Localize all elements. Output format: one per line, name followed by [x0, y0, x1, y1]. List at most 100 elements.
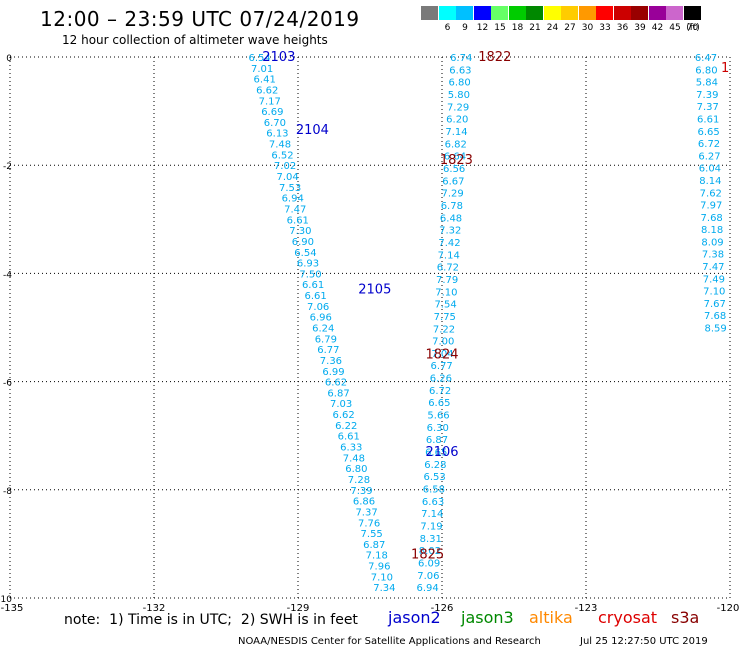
- swh-value: 7.14: [445, 127, 467, 138]
- swh-value: 6.80: [345, 464, 367, 475]
- swh-value: 6.65: [425, 448, 447, 459]
- lat-tick-label: 0: [6, 54, 12, 64]
- swh-value: 7.39: [350, 486, 372, 497]
- scale-label: 6: [444, 23, 451, 33]
- footer-note: note: 1) Time is in UTC; 2) SWH is in fe…: [64, 612, 358, 628]
- swh-value: 6.63: [422, 497, 444, 508]
- lon-tick-label: -120: [717, 603, 740, 614]
- swh-value: 6.61: [287, 215, 309, 226]
- lon-tick-label: -123: [575, 603, 598, 614]
- scale-swatch: [666, 6, 683, 20]
- scale-label: 39: [634, 23, 646, 33]
- lon-tick-label: -132: [143, 603, 166, 614]
- swh-value: 7.04: [431, 349, 453, 360]
- swh-value: 7.68: [704, 311, 726, 322]
- swh-value: 8.31: [420, 534, 442, 545]
- swh-value: 7.37: [355, 507, 377, 518]
- swh-value: 6.28: [424, 460, 446, 471]
- swh-value: 6.94: [416, 583, 438, 594]
- pass-time-label: 2104: [296, 123, 329, 138]
- swh-value: 6.99: [322, 367, 344, 378]
- swh-value: 7.00: [432, 337, 454, 348]
- credit-text: NOAA/NESDIS Center for Satellite Applica…: [238, 636, 541, 647]
- swh-value: 7.28: [348, 475, 370, 486]
- lon-tick-label: -129: [287, 603, 310, 614]
- swh-value: 7.01: [251, 64, 273, 75]
- swh-value: 6.63: [449, 65, 471, 76]
- swh-value: 7.49: [703, 274, 725, 285]
- swh-value: 6.61: [338, 432, 360, 443]
- swh-value: 6.79: [315, 334, 337, 345]
- scale-swatch: [456, 6, 473, 20]
- scale-swatch: [543, 6, 561, 20]
- swh-value: 7.18: [366, 551, 388, 562]
- swh-value: 6.27: [698, 151, 720, 162]
- swh-value: 6.62: [256, 85, 278, 96]
- swh-value: 7.68: [701, 213, 723, 224]
- swh-value: 5.80: [448, 90, 470, 101]
- swh-value: 7.76: [358, 518, 380, 529]
- pass-time-label: 2105: [358, 283, 391, 298]
- scale-swatch: [508, 6, 526, 20]
- swh-value: 7.02: [274, 161, 296, 172]
- legend-altika: altika: [529, 608, 573, 627]
- lon-tick-label: -126: [431, 603, 454, 614]
- swh-value: 7.03: [330, 399, 352, 410]
- pass-time-label: 1822: [478, 50, 511, 65]
- legend-jason3: jason3: [461, 608, 514, 627]
- scale-swatch: [578, 6, 596, 20]
- swh-value: 6.86: [353, 497, 375, 508]
- swh-value: 6.96: [310, 313, 332, 324]
- swh-value: 6.80: [449, 78, 471, 89]
- chart-title: 12:00 – 23:59 UTC 07/24/2019: [40, 7, 360, 31]
- scale-swatch: [613, 6, 631, 20]
- swh-value: 8.02: [419, 546, 441, 557]
- scale-swatch: [526, 6, 543, 20]
- scale-label: 15: [494, 23, 506, 33]
- legend-s3a: s3a: [671, 608, 700, 627]
- swh-value: 7.14: [421, 509, 443, 520]
- swh-value: 8.18: [701, 225, 723, 236]
- swh-value: 6.20: [446, 115, 468, 126]
- swh-value: 7.04: [276, 172, 298, 183]
- swh-value: 7.32: [439, 226, 461, 237]
- scale-label: 18: [511, 23, 524, 33]
- scale-unit: (ft): [686, 23, 700, 33]
- swh-value: 6.65: [697, 127, 719, 138]
- swh-value: 6.13: [266, 129, 288, 140]
- swh-value: 6.04: [699, 164, 721, 175]
- scale-swatch: [473, 6, 491, 20]
- scale-swatch: [596, 6, 613, 20]
- swh-value: 7.22: [433, 324, 455, 335]
- swh-value: 7.42: [438, 238, 460, 249]
- swh-value: 6.64: [444, 152, 466, 163]
- swh-value: 6.72: [437, 263, 459, 274]
- scale-label: 12: [476, 23, 489, 33]
- pass-time-label: 2103: [262, 50, 295, 65]
- pass-time-label: 1: [721, 61, 729, 76]
- swh-value: 6.94: [282, 194, 304, 205]
- swh-value: 7.10: [371, 572, 393, 583]
- swh-value: 6.26: [430, 374, 452, 385]
- legend-cryosat: cryosat: [598, 608, 658, 627]
- swh-value: 6.80: [695, 65, 717, 76]
- swh-value: 6.87: [363, 540, 385, 551]
- swh-value: 7.48: [269, 140, 291, 151]
- swh-value: 5.66: [427, 411, 449, 422]
- swh-value: 7.06: [307, 302, 329, 313]
- swh-value: 6.74: [450, 53, 472, 64]
- swh-value: 6.93: [297, 259, 319, 270]
- scale-label: 21: [529, 23, 541, 33]
- swh-value: 8.14: [699, 176, 721, 187]
- legend-jason2: jason2: [388, 608, 441, 627]
- scale-label: 27: [564, 23, 576, 33]
- swh-value: 6.24: [312, 324, 334, 335]
- lat-tick-label: -6: [3, 379, 12, 389]
- swh-value: 6.77: [431, 361, 453, 372]
- swh-value: 7.62: [700, 188, 722, 199]
- swh-value: 6.72: [429, 386, 451, 397]
- swh-value: 6.52: [271, 150, 293, 161]
- swh-value: 7.06: [417, 571, 439, 582]
- swh-value: 6.09: [418, 559, 440, 570]
- scale-label: 36: [616, 23, 629, 33]
